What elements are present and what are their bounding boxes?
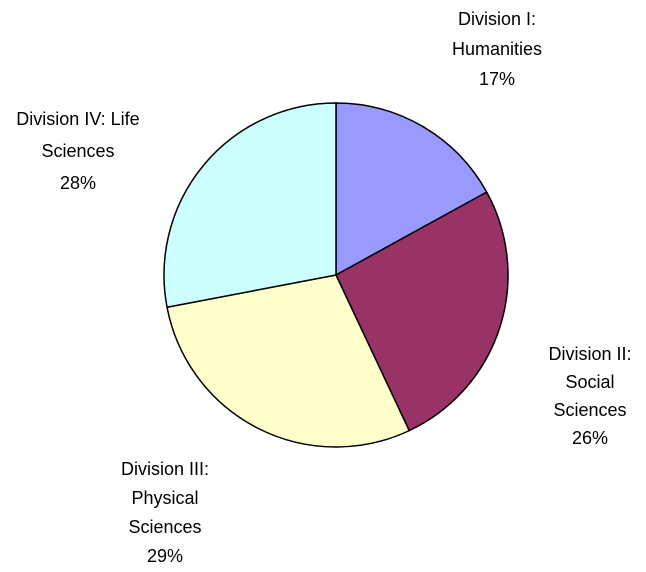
value-label: 28% (60, 173, 96, 193)
value-label: 17% (479, 69, 515, 89)
value-label: 29% (147, 546, 183, 566)
pie-slice (163, 102, 337, 309)
pie-slice (335, 102, 488, 277)
slice-label: Division I: Humanities (452, 9, 542, 59)
slice-label: Division III: Physical Sciences (121, 459, 209, 537)
slice-label: Division II: Social Sciences (548, 344, 631, 420)
value-label: 26% (572, 428, 608, 448)
pie-slice (166, 274, 411, 448)
slice-label: Division IV: Life Sciences (16, 109, 139, 161)
pie-slice (335, 191, 509, 432)
